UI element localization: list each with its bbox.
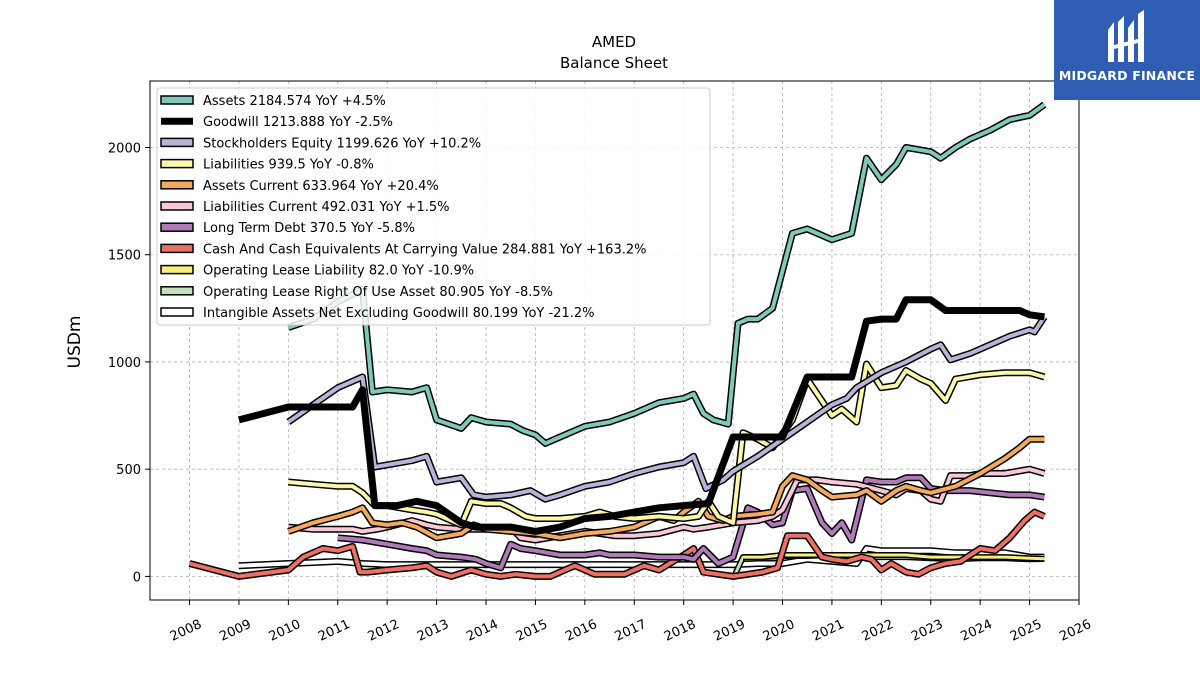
legend-swatch — [160, 286, 194, 296]
y-axis: 0 500 1000 1500 2000 — [108, 141, 150, 585]
x-tick-label: 2010 — [267, 617, 303, 645]
x-tick-label: 2021 — [810, 617, 846, 645]
x-tick-label: 2023 — [909, 617, 945, 645]
legend-swatch — [160, 264, 194, 275]
legend-label: Operating Lease Liability 82.0 YoY -10.9… — [203, 264, 474, 279]
legend-label: Assets Current 633.964 YoY +20.4% — [203, 179, 439, 194]
legend-swatch — [160, 307, 194, 317]
series-line — [288, 362, 1045, 527]
legend-label: Cash And Cash Equivalents At Carrying Va… — [203, 242, 646, 257]
legend-label: Intangible Assets Net Excluding Goodwill… — [203, 306, 594, 321]
x-tick-label: 2015 — [514, 617, 550, 645]
legend-box — [156, 87, 711, 326]
x-tick-label: 2012 — [366, 617, 402, 645]
chart-subtitle: Balance Sheet — [560, 54, 668, 72]
series-line — [743, 553, 1045, 561]
legend-swatch — [160, 137, 194, 148]
legend-label: Stockholders Equity 1199.626 YoY +10.2% — [203, 136, 481, 151]
y-tick-label: 1000 — [108, 356, 141, 371]
y-tick-label: 2000 — [108, 141, 141, 156]
x-tick-label: 2022 — [860, 617, 896, 645]
plot-area — [149, 80, 1080, 601]
x-tick-label: 2024 — [959, 617, 995, 645]
chart-title: AMED — [592, 33, 636, 51]
x-tick-label: 2019 — [711, 617, 747, 645]
series-line — [238, 546, 1045, 568]
x-tick-label: 2009 — [217, 617, 253, 645]
x-tick-label: 2018 — [662, 617, 698, 645]
legend-label: Assets 2184.574 YoY +4.5% — [203, 94, 386, 109]
x-tick-label: 2016 — [563, 617, 599, 645]
x-tick-label: 2013 — [415, 617, 451, 645]
legend-swatch — [160, 201, 194, 211]
y-axis-label: USDm — [65, 316, 85, 369]
x-tick-label: 2008 — [168, 617, 204, 645]
logo-text: MIDGARD FINANCE — [1058, 68, 1196, 83]
x-tick-label: 2014 — [464, 617, 500, 645]
series-line — [287, 102, 1046, 446]
legend-label: Liabilities 939.5 YoY -0.8% — [203, 158, 374, 173]
midgard-logo-icon — [1108, 10, 1144, 62]
x-axis: 2008 2009 2010 2011 2012 2013 2014 2015 2016 2017… — [168, 600, 1094, 645]
legend: Assets 2184.574 YoY +4.5% Goodwill 1213.8… — [156, 87, 711, 326]
legend-swatch — [160, 158, 194, 169]
x-tick-label: 2020 — [761, 617, 797, 645]
legend-label: Operating Lease Right Of Use Asset 80.90… — [203, 285, 553, 300]
y-tick-label: 1500 — [108, 249, 141, 264]
series-line — [288, 467, 1045, 542]
series-line — [188, 510, 1046, 579]
legend-swatch — [160, 95, 194, 105]
x-tick-label: 2025 — [1008, 617, 1044, 645]
brand-logo: MIDGARD FINANCE — [1054, 0, 1200, 100]
legend-label: Long Term Debt 370.5 YoY -5.8% — [203, 221, 415, 236]
legend-swatch — [160, 222, 194, 232]
legend-swatch — [160, 243, 194, 254]
legend-label: Goodwill 1213.888 YoY -2.5% — [203, 115, 393, 130]
legend-label: Liabilities Current 492.031 YoY +1.5% — [203, 200, 450, 215]
series-lines — [188, 101, 1048, 580]
x-tick-label: 2011 — [316, 617, 352, 645]
y-tick-label: 0 — [133, 570, 141, 585]
y-tick-label: 500 — [116, 463, 141, 478]
x-tick-label: 2017 — [613, 617, 649, 645]
series-line — [337, 475, 1045, 570]
series-line — [287, 315, 1047, 502]
series-line — [238, 296, 1045, 535]
x-tick-label: 2026 — [1057, 617, 1093, 645]
legend-swatch — [160, 180, 194, 190]
